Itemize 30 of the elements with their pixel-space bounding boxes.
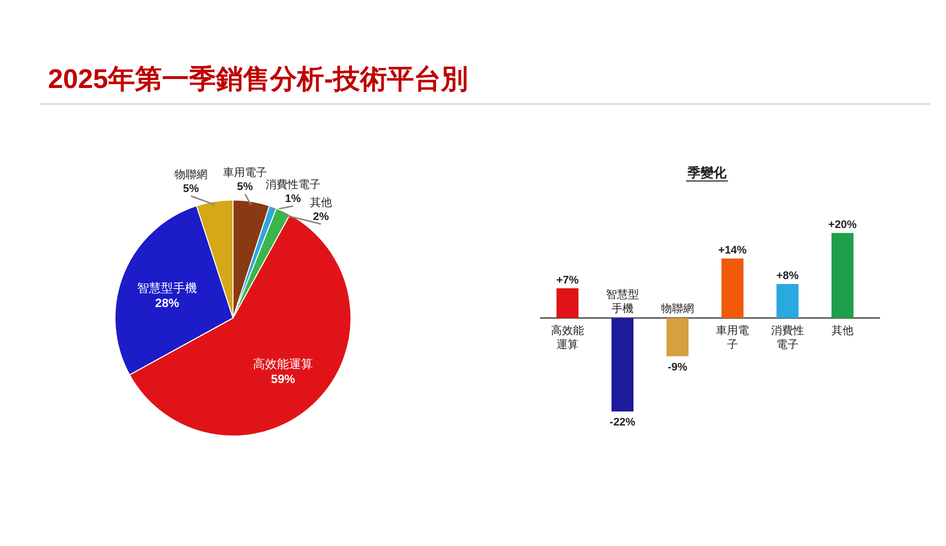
data-label: 5% — [237, 181, 254, 193]
data-label: 59% — [271, 372, 296, 386]
bar — [612, 318, 634, 412]
x-tick-label: 其他 — [832, 324, 854, 337]
slice-label: 物聯網 — [174, 169, 208, 181]
bar — [556, 288, 578, 318]
data-label: +20% — [828, 219, 857, 231]
slice-label: 消費性電子 — [266, 178, 320, 191]
x-tick-label: 高效能運算 — [551, 324, 584, 351]
chart-title: 季變化 — [686, 165, 728, 180]
data-label: 28% — [155, 296, 180, 310]
slice-label: 車用電子 — [223, 166, 267, 179]
bar — [722, 258, 744, 318]
chart-title: 2025年第一季銷售分析-技術平台別 — [48, 64, 468, 94]
data-label: 5% — [183, 183, 200, 195]
bar — [832, 233, 854, 318]
data-label: +7% — [556, 274, 579, 286]
data-label: 1% — [285, 193, 302, 205]
data-label: -9% — [668, 361, 688, 374]
slice-label: 其他 — [310, 196, 332, 209]
slice-label: 智慧型手機 — [137, 280, 198, 295]
data-label: -22% — [610, 416, 636, 428]
data-label: +14% — [718, 244, 747, 256]
bar — [666, 318, 688, 356]
x-tick-label: 車用電子 — [716, 324, 749, 351]
x-tick-label: 消費性電子 — [771, 324, 804, 351]
data-label: 2% — [313, 211, 330, 223]
bar — [776, 284, 798, 318]
data-label: +8% — [776, 270, 799, 282]
slice-label: 高效能運算 — [253, 357, 314, 372]
